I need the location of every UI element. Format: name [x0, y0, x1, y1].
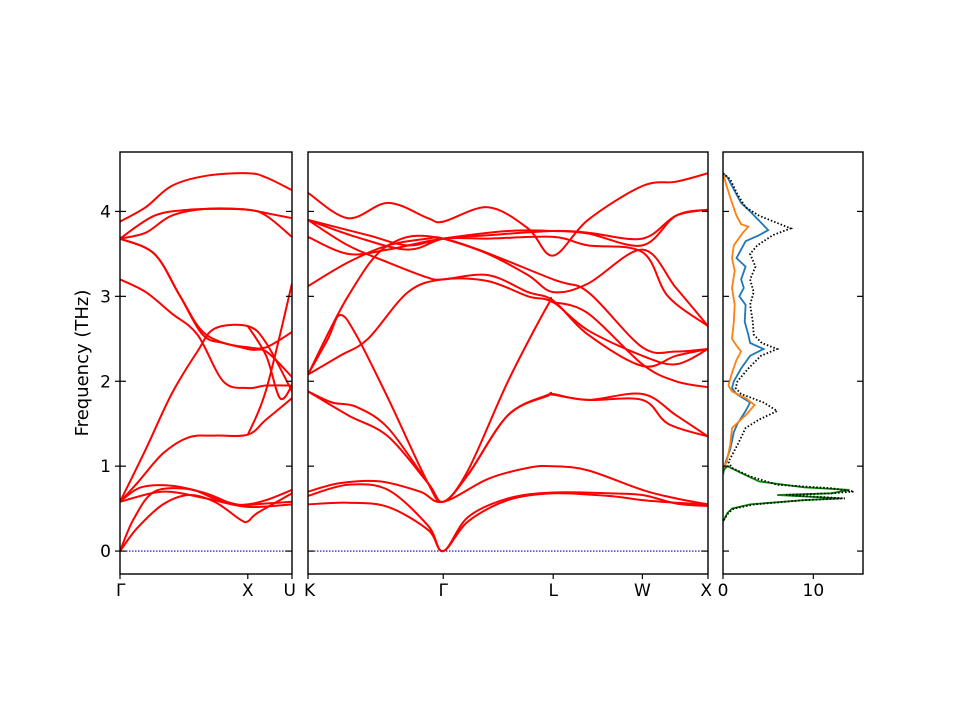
axis-frame [307, 151, 709, 575]
phonon-band-line [120, 492, 292, 552]
x-tick-label: Γ [116, 581, 126, 601]
phonon-band-line [308, 208, 708, 251]
axis-frame [722, 151, 864, 575]
x-tick-label: Γ [438, 581, 448, 601]
phonon-band-line [120, 278, 292, 390]
phonon-band-line [308, 492, 708, 553]
dos-curve [723, 465, 850, 522]
phonon-band-line [308, 172, 708, 257]
phonon-band-line [308, 464, 708, 506]
x-tick-label: 10 [803, 581, 825, 601]
phonon-band-line [120, 207, 292, 240]
dos-curve [723, 172, 855, 522]
x-tick-label: W [634, 581, 651, 601]
dos-curve [723, 172, 756, 471]
phonon-band-line [120, 487, 292, 552]
phonon-band-line [308, 483, 708, 553]
y-tick-label: 0 [100, 542, 111, 562]
y-tick-label: 3 [100, 287, 111, 307]
phonon-band-line [120, 490, 292, 509]
dos-curve [723, 172, 770, 475]
phonon-band-line [120, 172, 292, 223]
axis-frame [119, 151, 293, 575]
y-tick-label: 4 [100, 202, 111, 222]
phonon-band-line [308, 313, 708, 504]
x-tick-label: 0 [718, 581, 729, 601]
phonon-band-line [120, 484, 292, 506]
y-axis-label: Frequency (THz) [72, 290, 93, 437]
band-plot-area [308, 172, 708, 553]
density-of-states-panel: 0 10 [718, 151, 864, 601]
y-tick-label: 1 [100, 457, 111, 477]
x-tick-label: X [700, 581, 712, 601]
phonon-band-line [308, 277, 708, 376]
phonon-band-line [308, 234, 708, 375]
phonon-band-line [120, 397, 292, 503]
phonon-band-line [120, 207, 292, 240]
x-tick-label: K [304, 581, 316, 601]
phonon-band-line [246, 325, 292, 401]
phonon-band-line [308, 296, 708, 504]
band-panel-gamma-x-u: 0 1 2 3 4 Γ X U [100, 151, 296, 601]
phonon-band-line [308, 208, 708, 247]
band-plot-area [120, 172, 292, 552]
phonon-band-line [308, 219, 708, 368]
dos-plot-area [723, 172, 855, 522]
y-tick-label: 2 [100, 372, 111, 392]
x-tick-label: X [242, 581, 254, 601]
phonon-band-line [246, 283, 292, 436]
x-tick-label: L [548, 581, 558, 601]
phonon-band-line [120, 237, 292, 350]
x-tick-label: U [284, 581, 296, 601]
